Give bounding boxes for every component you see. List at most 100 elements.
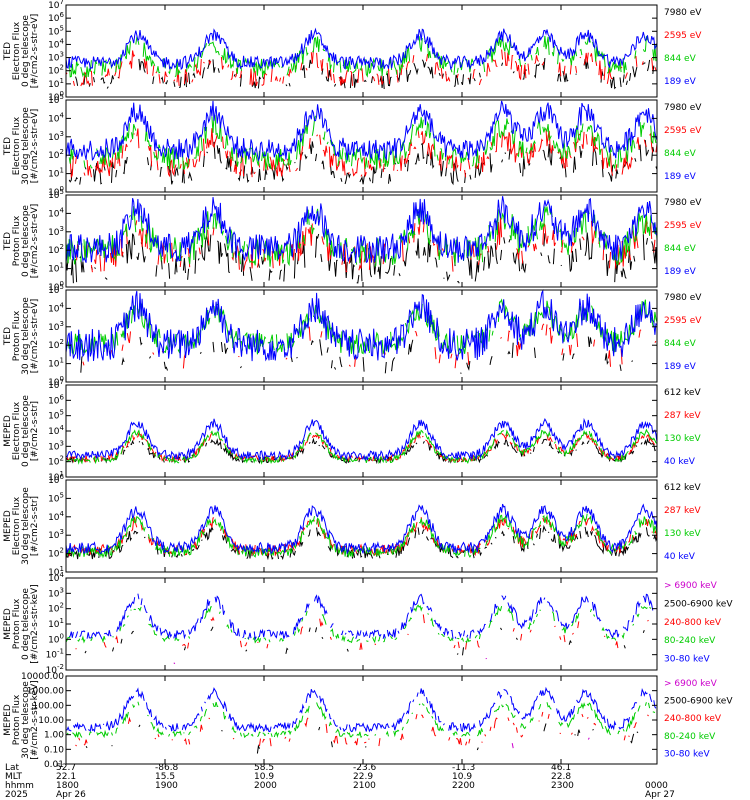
y-tick-label: 104	[48, 37, 64, 50]
series-line	[65, 196, 658, 264]
y-tick-label: 102	[48, 64, 64, 77]
x-tick-label: 2100	[353, 781, 376, 791]
y-axis-label: TED	[3, 327, 13, 346]
series-line	[65, 289, 658, 362]
y-axis-label: 30 deg telescope	[21, 681, 31, 759]
y-tick-label: 102	[48, 602, 64, 615]
legend-label: 189 eV	[664, 362, 697, 372]
y-tick-label: 102	[48, 148, 64, 161]
y-tick-label: 102	[48, 243, 64, 256]
x-tick-label: 2300	[551, 781, 574, 791]
legend-label: 130 keV	[664, 529, 701, 539]
y-tick-label: 103	[48, 51, 64, 64]
y-tick-label: 106	[48, 11, 64, 24]
legend-label: 844 eV	[664, 244, 697, 254]
series-line	[65, 27, 658, 71]
legend-label: 40 keV	[664, 457, 696, 467]
series-line	[512, 738, 634, 748]
x-tick-label: 22.8	[551, 772, 571, 782]
x-row-label: 2025	[5, 790, 28, 800]
y-axis-label: Proton Flux	[12, 694, 22, 745]
legend-label: 2500-6900 keV	[664, 599, 733, 609]
legend-label: 2595 eV	[664, 126, 702, 136]
x-tick-label: 1900	[155, 781, 178, 791]
y-tick-label: 103	[48, 528, 64, 541]
x-tick-label: 46.1	[551, 763, 571, 773]
y-axis-label: [#/cm2-s-str-eV]	[30, 299, 40, 374]
panel-frame	[65, 289, 658, 383]
y-tick-label: 101	[48, 357, 64, 370]
x-tick-label: 1800	[56, 781, 79, 791]
panel-frame	[65, 675, 658, 765]
series-line	[65, 428, 658, 465]
y-tick-label: 103	[48, 225, 64, 238]
panel-frame	[65, 99, 658, 193]
y-axis-label: 30 deg telescope	[21, 297, 31, 375]
y-tick-label: 105	[48, 491, 64, 504]
y-axis-label: [#/cm2-s-str]	[30, 401, 40, 461]
panel-8: 10000.00 1000.00 100.00 10.00 1.00 0.10 0.01 ME…	[3, 672, 733, 770]
x-tick-label: 10.9	[452, 772, 472, 782]
legend-label: 240-800 keV	[664, 714, 722, 724]
legend-label: 80-240 keV	[664, 732, 716, 742]
y-tick-label: 107	[48, 0, 64, 11]
legend-label: 7980 eV	[664, 8, 702, 18]
y-tick-label: 100	[48, 632, 64, 645]
y-axis-label: Electron Flux	[12, 21, 22, 80]
legend-label: 2595 eV	[664, 221, 702, 231]
y-axis-label: TED	[3, 232, 13, 251]
y-tick-label: 1.00	[44, 731, 64, 741]
y-axis-label: [#/cm2-s-str-keV]	[30, 584, 40, 663]
x-tick-label: 15.5	[155, 772, 175, 782]
y-axis-label: Electron Flux	[12, 496, 22, 555]
y-tick-label: 102	[48, 338, 64, 351]
y-tick-label: 103	[48, 320, 64, 333]
panel-frame	[65, 194, 658, 288]
y-tick-label: 10000.00	[21, 672, 64, 682]
legend-label: > 6900 keV	[664, 679, 718, 689]
legend-label: 189 eV	[664, 267, 697, 277]
legend-label: 7980 eV	[664, 103, 702, 113]
series-line	[65, 100, 658, 162]
legend-label: 130 keV	[664, 434, 701, 444]
legend-label: 2595 eV	[664, 31, 702, 41]
series-line	[68, 593, 654, 641]
panel-frame	[65, 4, 658, 98]
legend-label: 844 eV	[664, 339, 697, 349]
series-line	[67, 702, 657, 738]
y-axis-label: MEPED	[3, 608, 13, 640]
x-tick-label: 0000	[645, 781, 668, 791]
y-tick-label: 103	[48, 439, 64, 452]
y-tick-label: 104	[48, 510, 64, 523]
y-axis-label: [#/cm2-s-str-eV]	[30, 204, 40, 279]
legend-label: 612 keV	[664, 388, 701, 398]
x-tick-label: 2000	[254, 781, 277, 791]
x-tick-label: 52.7	[56, 763, 76, 773]
legend-label: 2595 eV	[664, 316, 702, 326]
series-line	[65, 524, 658, 561]
y-tick-label: 1000.00	[27, 687, 64, 697]
legend-label: 844 eV	[664, 54, 697, 64]
y-axis-label: [#/cm2-s-str]	[30, 496, 40, 556]
y-tick-label: 101	[48, 77, 64, 90]
legend-label: 189 eV	[664, 77, 697, 87]
y-axis-label: TED	[3, 42, 13, 61]
x-tick-label: -11.3	[452, 763, 475, 773]
y-tick-label: 100.00	[33, 701, 65, 711]
series-line	[65, 503, 658, 555]
y-tick-label: 104	[48, 111, 64, 124]
y-tick-label: 103	[48, 130, 64, 143]
legend-label: > 6900 keV	[664, 581, 718, 591]
legend-label: 40 keV	[664, 552, 696, 562]
legend-label: 30-80 keV	[664, 655, 710, 665]
y-axis-label: MEPED	[3, 415, 13, 447]
x-row-label: MLT	[5, 772, 23, 782]
series-line	[66, 686, 657, 733]
y-tick-label: 106	[48, 393, 64, 406]
series-line	[65, 49, 657, 87]
